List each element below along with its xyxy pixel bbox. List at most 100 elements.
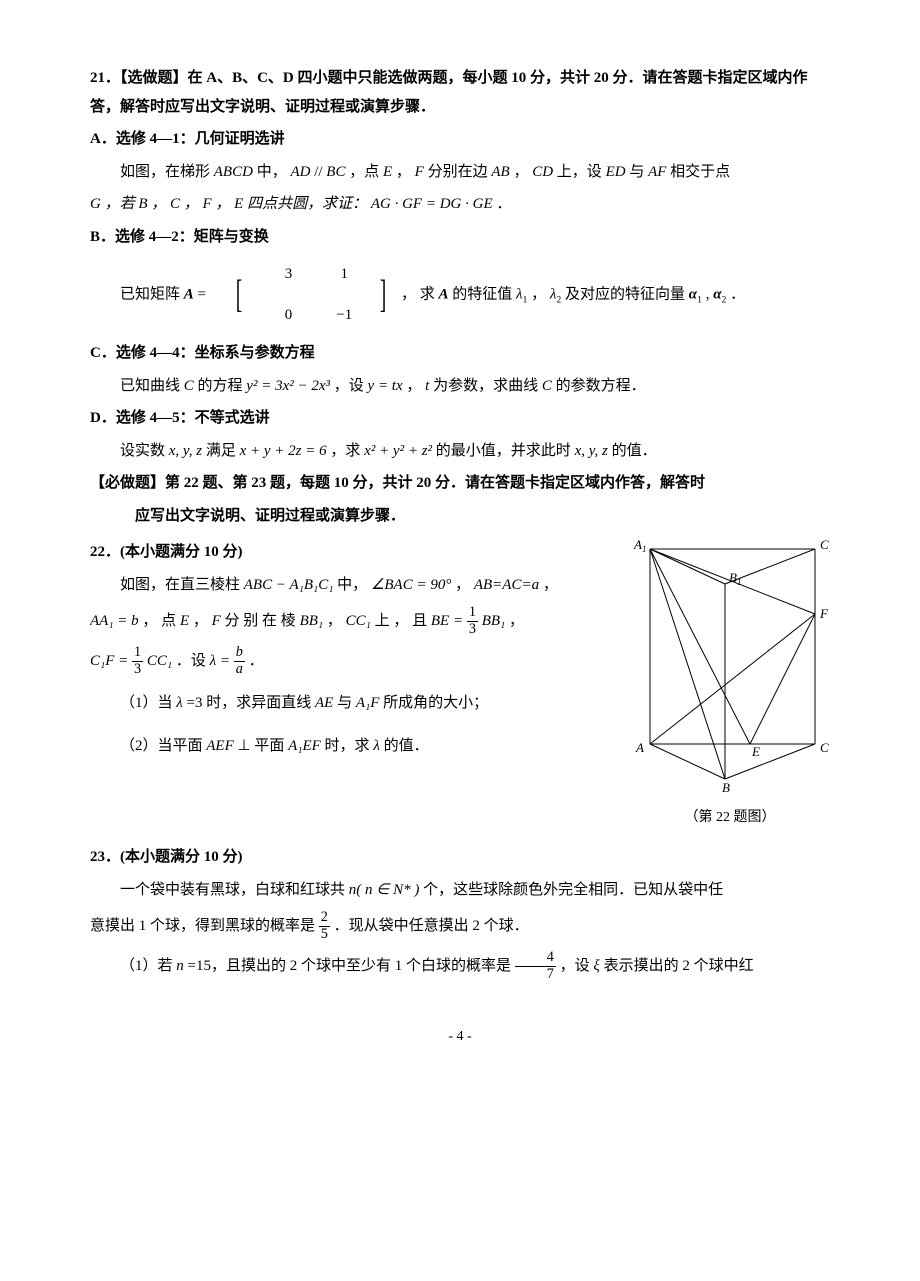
fraction: b a <box>234 645 245 677</box>
text: A <box>438 286 448 302</box>
matrix: [ 3 1 0 −1 ] <box>210 255 397 335</box>
text: 中， <box>337 577 371 593</box>
text: n( n ∈ N* ) <box>349 882 420 898</box>
svg-text:B1: B1 <box>729 570 741 587</box>
num: b <box>234 645 245 662</box>
text: AA₁ = b <box>90 613 139 629</box>
text: 中， <box>257 164 291 180</box>
text: 一个袋中装有黑球，白球和红球共 <box>120 882 349 898</box>
text: 及对应的特征向量 <box>565 286 689 302</box>
den: 5 <box>319 927 330 943</box>
text: AD <box>290 164 310 180</box>
lbl: 1 <box>642 544 647 554</box>
text: ，设 <box>560 958 594 974</box>
sub: 2 <box>556 294 561 305</box>
text: （1）当 <box>120 695 176 711</box>
text: x, y, z <box>169 443 202 459</box>
text: ． <box>730 286 745 302</box>
matrix-cell: 0 <box>255 296 293 335</box>
text: =3 时，求异面直线 <box>187 695 315 711</box>
prism-svg: A1 C1 B1 F A E C B <box>630 534 830 794</box>
bracket-right: ] <box>365 279 387 310</box>
text: 与 <box>629 164 648 180</box>
text: BB₁ <box>300 613 324 629</box>
q21a-body-line1: 如图，在梯形 ABCD 中， AD // BC ，点 E ， F 分别在边 AB… <box>90 158 830 187</box>
num: 2 <box>319 910 330 927</box>
lbl: A <box>633 537 642 552</box>
text: ， <box>509 613 524 629</box>
bracket-left: [ <box>221 279 243 310</box>
text: A <box>184 286 194 302</box>
text: t <box>425 378 429 394</box>
text: ， <box>543 577 558 593</box>
text: 上，设 <box>557 164 606 180</box>
mandatory-line2: 应写出文字说明、证明过程或演算步骤． <box>90 502 830 531</box>
text: ． <box>496 196 511 212</box>
text: α <box>689 286 697 302</box>
text: x + y + 2z = 6 <box>240 443 327 459</box>
lbl: B <box>722 780 730 794</box>
text: ，设 <box>334 378 368 394</box>
text: 的最小值，并求此时 <box>436 443 575 459</box>
q22-sub1: （1）当 λ =3 时，求异面直线 AE 与 A₁F 所成角的大小； <box>90 689 618 718</box>
lbl: A <box>635 740 644 755</box>
lbl: B <box>729 570 737 585</box>
matrix-body: 3 1 0 −1 <box>253 255 354 335</box>
text: A₁EF <box>288 738 321 754</box>
text: AE <box>315 695 333 711</box>
text: ，求 <box>330 443 364 459</box>
den: 3 <box>132 662 143 678</box>
text: G ，若 B ， C ， F ， E 四点共圆，求证： <box>90 196 371 212</box>
text: C <box>184 378 194 394</box>
text: ， <box>327 613 346 629</box>
text: 满足 <box>206 443 240 459</box>
text: α <box>713 286 721 302</box>
matrix-cell: 3 <box>255 255 293 294</box>
text: ABC − A₁B₁C₁ <box>244 577 334 593</box>
text: A₁F <box>356 695 380 711</box>
text: AF <box>648 164 666 180</box>
num: 1 <box>132 645 143 662</box>
text: λ = <box>210 653 234 669</box>
text: y² = 3x² − 2x³ <box>246 378 330 394</box>
text: AEF <box>206 738 234 754</box>
sub: 1 <box>697 294 702 305</box>
fraction: 4 7 <box>515 950 556 982</box>
text: CC₁ <box>346 613 371 629</box>
lbl: 1 <box>829 544 830 554</box>
lbl: F <box>819 606 829 621</box>
text: 的值． <box>612 443 657 459</box>
text: y = tx <box>368 378 403 394</box>
text: CD <box>532 164 553 180</box>
den: 3 <box>467 622 478 638</box>
den: 7 <box>515 967 556 983</box>
text: ，点 <box>349 164 383 180</box>
text: ⊥ 平面 <box>238 738 289 754</box>
text: BC <box>326 164 345 180</box>
text: 所成角的大小； <box>383 695 488 711</box>
text: E <box>383 164 392 180</box>
q22-title: 22．(本小题满分 10 分) <box>90 538 618 567</box>
q22-p2: AA₁ = b ， 点 E ， F 分 别 在 棱 BB₁ ， CC₁ 上 ， … <box>90 603 618 639</box>
q23-p2: 意摸出 1 个球，得到黑球的概率是 2 5 ．现从袋中任意摸出 2 个球． <box>90 908 830 944</box>
q23-p1: 一个袋中装有黑球，白球和红球共 n( n ∈ N* ) 个，这些球除颜色外完全相… <box>90 876 830 905</box>
text: 分别在边 <box>428 164 492 180</box>
fraction: 1 3 <box>467 605 478 637</box>
q23-title: 23．(本小题满分 10 分) <box>90 843 830 872</box>
svg-text:C1: C1 <box>820 537 830 554</box>
q21c-body: 已知曲线 C 的方程 y² = 3x² − 2x³ ，设 y = tx ， t … <box>90 372 830 401</box>
text: F <box>212 613 221 629</box>
svg-text:A1: A1 <box>633 537 646 554</box>
sub: 2 <box>722 294 727 305</box>
q21b-body: 已知矩阵 A = [ 3 1 0 −1 ] ， 求 A 的特征值 λ1 ， λ2… <box>90 255 830 335</box>
text: 已知曲线 <box>120 378 184 394</box>
text: 如图，在直三棱柱 <box>120 577 244 593</box>
text: （2）当平面 <box>120 738 206 754</box>
matrix-cell: −1 <box>306 296 352 335</box>
lbl: 1 <box>737 577 742 587</box>
text: ， <box>531 286 550 302</box>
text: AB <box>491 164 509 180</box>
text: x, y, z <box>575 443 608 459</box>
q22-p3: C₁F = 1 3 CC₁ ．设 λ = b a ． <box>90 643 618 679</box>
text: 的特征值 <box>452 286 516 302</box>
